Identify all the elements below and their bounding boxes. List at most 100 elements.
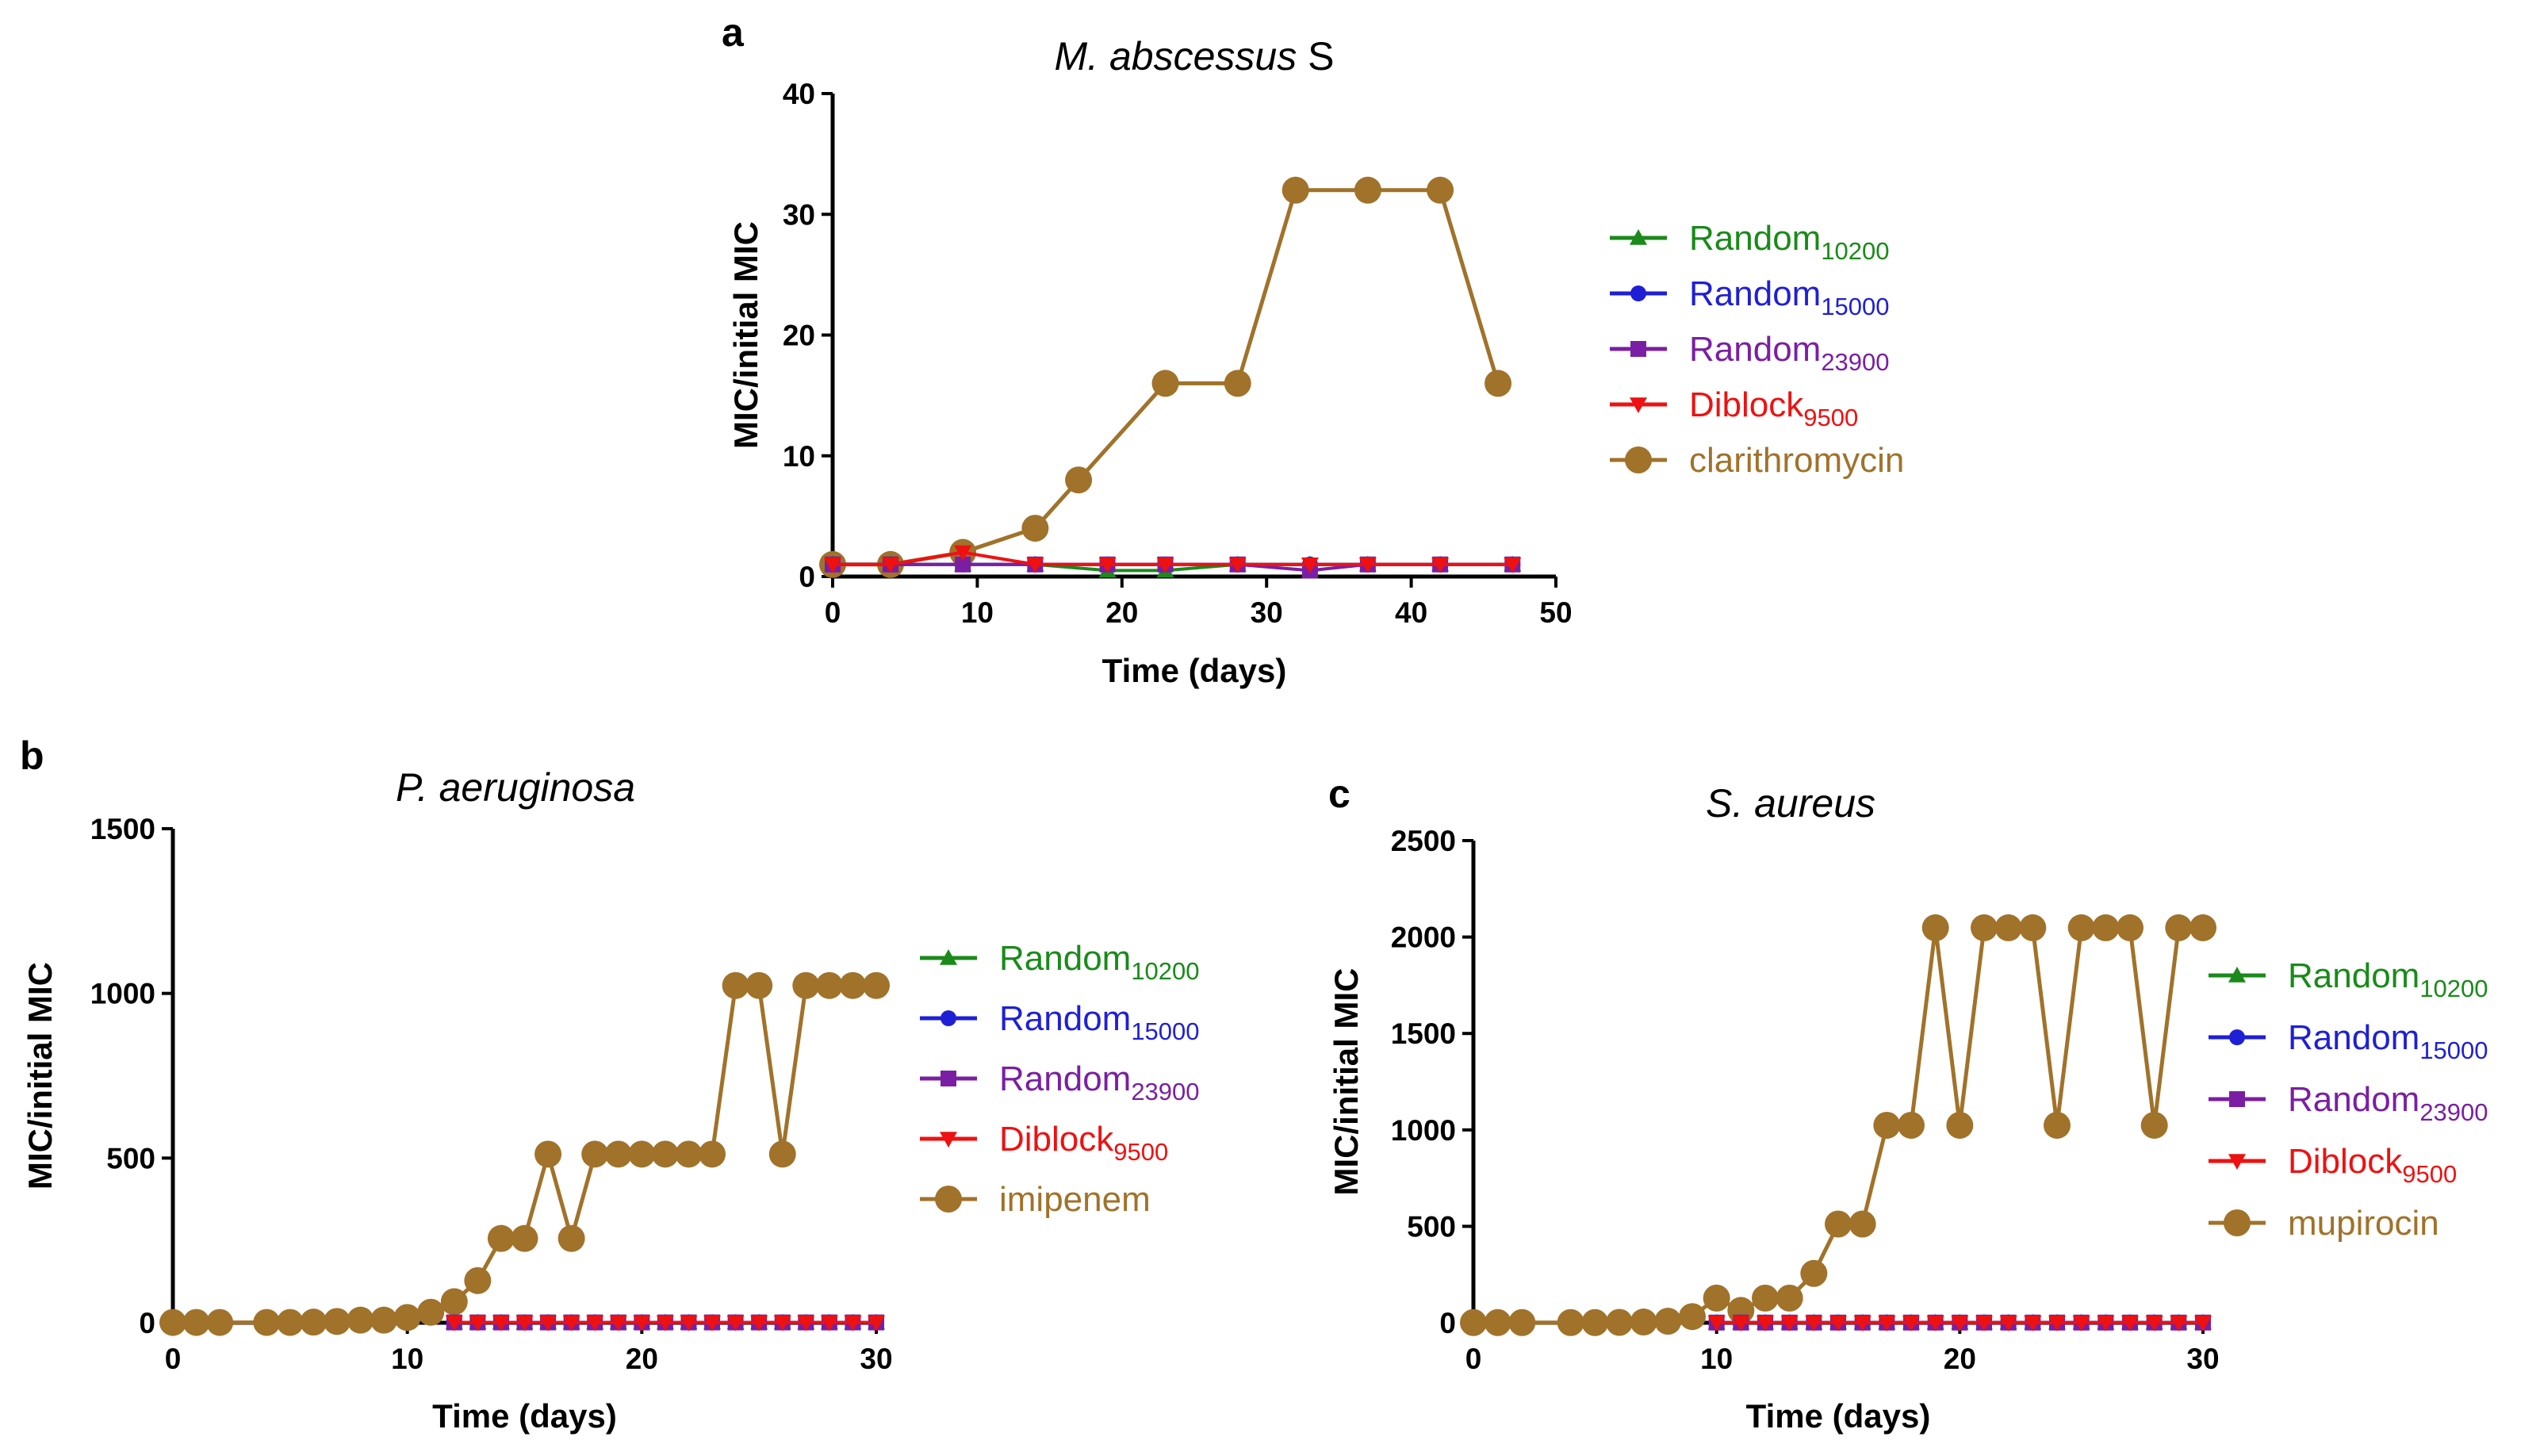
- data-point: [1752, 1284, 1779, 1312]
- data-point: [393, 1304, 421, 1331]
- data-point: [1776, 1284, 1803, 1312]
- data-point: [276, 1308, 304, 1336]
- legend-marker: [2224, 1209, 2251, 1236]
- data-point: [1921, 914, 1949, 941]
- x-tick-label: 10: [391, 1343, 423, 1375]
- series-diblock9500: [445, 1315, 885, 1331]
- x-tick-label: 0: [165, 1343, 182, 1375]
- axes: [1471, 841, 2203, 1325]
- legend-entry: Random23900: [2209, 1080, 2488, 1126]
- data-point: [1630, 1308, 1657, 1336]
- data-point: [1898, 1111, 1925, 1139]
- data-point: [1829, 1315, 1847, 1331]
- x-tick-label: 40: [1395, 596, 1427, 629]
- data-point: [1228, 557, 1247, 573]
- data-point: [699, 1140, 726, 1168]
- data-point: [1508, 1308, 1536, 1336]
- data-point: [1557, 1308, 1584, 1336]
- legend-marker: [2229, 1029, 2245, 1045]
- data-point: [1732, 1315, 1750, 1331]
- data-point: [1951, 1315, 1969, 1331]
- legend-marker: [935, 1186, 962, 1213]
- data-point: [1484, 1308, 1511, 1336]
- legend-label: Diblock9500: [1689, 385, 1858, 431]
- legend-label: Diblock9500: [2288, 1142, 2457, 1188]
- y-tick-label: 40: [783, 78, 815, 110]
- data-point: [1853, 1315, 1871, 1331]
- data-point: [1358, 557, 1377, 573]
- data-point: [492, 1315, 510, 1331]
- y-tick-label: 500: [106, 1142, 155, 1174]
- data-point: [2044, 1111, 2071, 1139]
- data-point: [1848, 1210, 1876, 1238]
- data-point: [370, 1306, 398, 1334]
- x-tick-label: 20: [1105, 596, 1138, 629]
- y-tick-label: 1500: [90, 813, 155, 845]
- data-point: [604, 1140, 632, 1168]
- x-tick-label: 0: [1465, 1343, 1482, 1375]
- legend-entry: Random15000: [2209, 1018, 2488, 1064]
- panel-letter: a: [722, 10, 745, 55]
- data-point: [2117, 914, 2143, 941]
- legend-label: Random23900: [999, 1059, 1200, 1105]
- x-tick-label: 30: [1251, 596, 1283, 629]
- y-tick-label: 10: [783, 440, 815, 473]
- data-point: [703, 1315, 722, 1331]
- data-point: [1707, 1315, 1726, 1331]
- data-point: [881, 557, 899, 573]
- data-point: [2019, 914, 2047, 941]
- x-axis-label: Time (days): [1102, 652, 1287, 689]
- legend-marker: [1630, 397, 1647, 413]
- series-line: [1473, 925, 2203, 1325]
- y-tick-label: 0: [1439, 1307, 1456, 1339]
- legend-marker: [1625, 446, 1652, 473]
- data-point: [773, 1315, 791, 1331]
- data-point: [557, 1224, 585, 1252]
- y-tick-label: 0: [139, 1307, 155, 1339]
- legend-label: Random10200: [999, 939, 1200, 985]
- data-point: [1703, 1284, 1730, 1312]
- legend-label: Random15000: [1689, 274, 1890, 320]
- data-point: [562, 1315, 580, 1331]
- data-point: [2048, 1315, 2066, 1331]
- data-point: [2121, 1315, 2139, 1331]
- y-tick-label: 30: [783, 198, 815, 231]
- data-point: [675, 1140, 703, 1168]
- legend-entry: Random10200: [2209, 956, 2488, 1002]
- data-point: [511, 1224, 538, 1252]
- data-point: [680, 1315, 698, 1331]
- data-point: [586, 1315, 604, 1331]
- data-point: [300, 1308, 328, 1336]
- legend-marker: [941, 1071, 956, 1086]
- data-point: [1065, 466, 1093, 494]
- data-point: [797, 1315, 815, 1331]
- x-tick-label: 20: [626, 1343, 658, 1375]
- data-point: [651, 1140, 679, 1168]
- data-point: [206, 1308, 234, 1336]
- legend-label: clarithromycin: [1689, 441, 1904, 480]
- legend-marker: [1630, 341, 1646, 357]
- data-point: [347, 1306, 374, 1334]
- data-point: [1504, 557, 1522, 573]
- data-point: [2170, 1315, 2188, 1331]
- data-point: [445, 1315, 463, 1331]
- data-point: [745, 971, 773, 999]
- data-point: [1825, 1210, 1852, 1238]
- data-point: [539, 1315, 557, 1331]
- legend-label: Random10200: [2288, 956, 2488, 1002]
- data-point: [1780, 1315, 1799, 1331]
- data-point: [1971, 914, 1998, 941]
- data-point: [469, 1315, 487, 1331]
- data-point: [487, 1224, 515, 1252]
- data-point: [253, 1308, 281, 1336]
- data-point: [1156, 557, 1174, 573]
- legend-marker: [2228, 1154, 2246, 1170]
- data-point: [2165, 914, 2193, 941]
- data-point: [1281, 176, 1309, 204]
- panel-letter: c: [1328, 772, 1350, 816]
- legend-entry: Random23900: [920, 1059, 1200, 1105]
- x-axis-label: Time (days): [1746, 1397, 1931, 1435]
- data-point: [1654, 1308, 1682, 1335]
- x-tick-label: 30: [2186, 1343, 2219, 1375]
